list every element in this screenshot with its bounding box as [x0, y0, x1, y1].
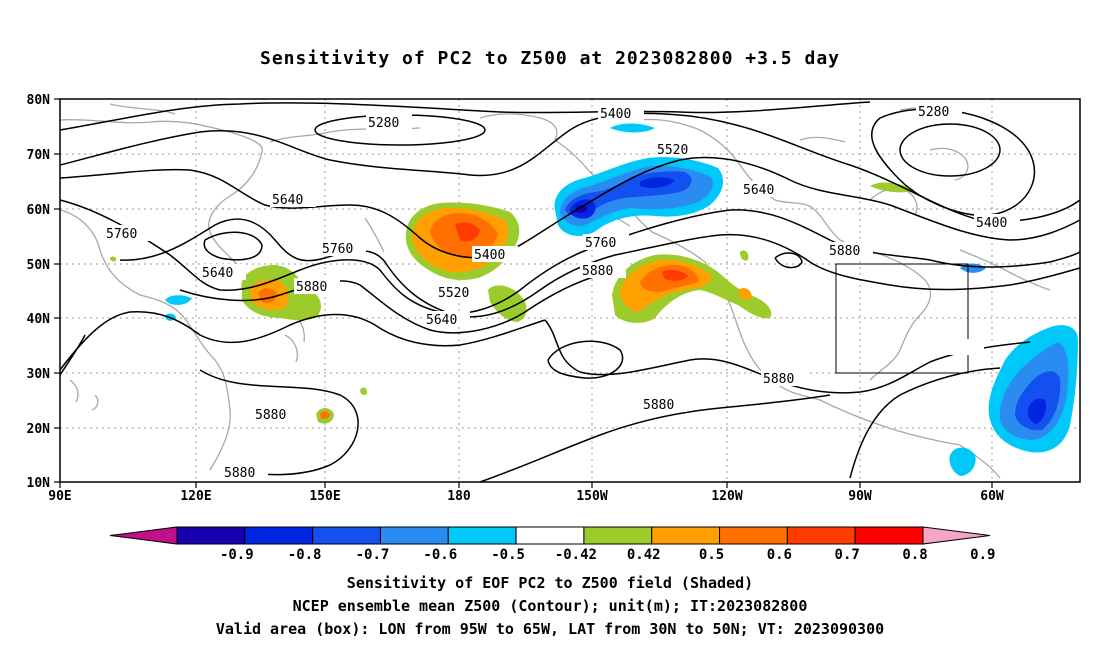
- colorbar-swatch: [786, 526, 856, 545]
- lat-label: 30N: [27, 367, 51, 382]
- contour-label: 5400: [474, 248, 505, 263]
- colorbar-tick-label: -0.7: [356, 547, 390, 563]
- caption-line-3: Valid area (box): LON from 95W to 65W, L…: [215, 620, 885, 638]
- contour-label: 5880: [763, 372, 794, 387]
- colorbar-swatch: [312, 526, 381, 545]
- contour-label: 5520: [657, 143, 688, 158]
- colorbar-tick-label: -0.9: [220, 547, 254, 563]
- colorbar-tick-label: 0.9: [970, 547, 995, 563]
- lon-label: 150E: [309, 489, 340, 504]
- colorbar-tick-label: 0.5: [699, 547, 724, 563]
- contour-label: 5760: [322, 242, 353, 257]
- lat-label: 40N: [27, 312, 51, 327]
- colorbar-swatch: [447, 526, 517, 545]
- lon-label: 90W: [848, 489, 872, 504]
- contour-label: 5880: [296, 280, 327, 295]
- plot-title: Sensitivity of PC2 to Z500 at 2023082800…: [259, 48, 840, 69]
- colorbar-swatch: [651, 526, 721, 545]
- colorbar-tick-label: -0.5: [491, 547, 525, 563]
- lat-label: 10N: [27, 476, 51, 491]
- colorbar-swatch: [719, 526, 788, 545]
- contour-label: 5880: [582, 264, 613, 279]
- colorbar-tick-label: 0.8: [902, 547, 927, 563]
- contour-label: 5760: [585, 236, 616, 251]
- colorbar-extend-high: [922, 526, 991, 545]
- colorbar-tick-label: 0.6: [767, 547, 792, 563]
- contour-label: 5280: [918, 105, 949, 120]
- contour-label: 5400: [976, 216, 1007, 231]
- contour-label: 5640: [272, 193, 303, 208]
- lon-label: 120W: [711, 489, 742, 504]
- colorbar-swatch: [854, 526, 924, 545]
- contour-label: 5880: [255, 408, 286, 423]
- lon-label: 120E: [180, 489, 211, 504]
- colorbar-tick-label: 0.7: [835, 547, 860, 563]
- contour-label: 5640: [426, 313, 457, 328]
- lon-label: 90E: [48, 489, 71, 504]
- colorbar-swatch: [176, 526, 246, 545]
- caption-line-2: NCEP ensemble mean Z500 (Contour); unit(…: [292, 597, 808, 615]
- colorbar-swatch: [379, 526, 449, 545]
- shaded-sensitivity: [110, 123, 1078, 476]
- lat-label: 60N: [27, 203, 51, 218]
- z500-contours: [59, 101, 1081, 483]
- contour-label: 5880: [643, 398, 674, 413]
- colorbar-extend-low: [109, 526, 178, 545]
- lat-label: 70N: [27, 148, 51, 163]
- coastlines: [59, 103, 1051, 479]
- colorbar-swatch: [515, 526, 585, 545]
- valid-area-box: [835, 263, 969, 374]
- lon-label: 60W: [980, 489, 1004, 504]
- colorbar-tick-label: -0.42: [555, 547, 597, 563]
- colorbar-tick-label: 0.42: [627, 547, 661, 563]
- caption-line-1: Sensitivity of EOF PC2 to Z500 field (Sh…: [346, 574, 754, 592]
- contour-label: 5400: [600, 107, 631, 122]
- lat-label: 50N: [27, 258, 51, 273]
- contour-label: 5520: [438, 286, 469, 301]
- map-frame: [59, 98, 1081, 483]
- contour-labels: 5280 5280 5400 5400 5400 5520 5520 5640 …: [106, 105, 1008, 481]
- colorbar: -0.9 -0.8 -0.7 -0.6 -0.5 -0.42 0.42 0.5 0.6 0.7 0.…: [109, 526, 995, 563]
- colorbar-swatch: [583, 526, 653, 545]
- lon-label: 150W: [576, 489, 607, 504]
- colorbar-tick-label: -0.8: [288, 547, 322, 563]
- contour-label: 5760: [106, 227, 137, 242]
- lat-label: 80N: [27, 93, 51, 108]
- lon-label: 180: [447, 489, 471, 504]
- contour-label: 5640: [743, 183, 774, 198]
- contour-label: 5880: [224, 466, 255, 481]
- latitude-labels: 80N 70N 60N 50N 40N 30N 20N 10N: [27, 93, 51, 491]
- contour-label: 5880: [829, 244, 860, 259]
- longitude-labels: 90E 120E 150E 180 150W 120W 90W 60W: [48, 489, 1004, 504]
- contour-label: 5280: [368, 116, 399, 131]
- colorbar-tick-label: -0.6: [423, 547, 457, 563]
- contour-label: 5640: [202, 266, 233, 281]
- lat-label: 20N: [27, 422, 51, 437]
- colorbar-swatch: [244, 526, 314, 545]
